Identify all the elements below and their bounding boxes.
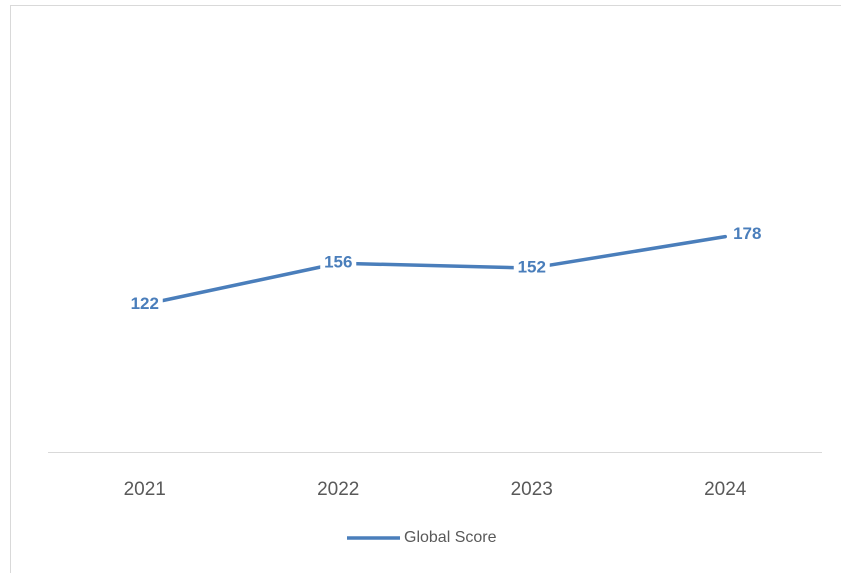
legend-label: Global Score bbox=[404, 529, 497, 546]
x-tick-label: 2023 bbox=[511, 479, 553, 500]
data-label-bg bbox=[126, 293, 163, 316]
data-label: 178 bbox=[733, 224, 761, 243]
data-label-bg bbox=[320, 252, 357, 275]
data-label: 152 bbox=[518, 258, 546, 277]
data-label-bg bbox=[729, 223, 766, 246]
series-line bbox=[143, 234, 727, 307]
x-tick-label: 2021 bbox=[124, 479, 166, 500]
data-label: 122 bbox=[131, 294, 159, 313]
x-tick-label: 2022 bbox=[317, 479, 359, 500]
data-label: 156 bbox=[324, 253, 352, 272]
data-label-bg bbox=[513, 257, 550, 280]
chart-frame bbox=[10, 5, 841, 573]
x-tick-label: 2024 bbox=[704, 479, 747, 500]
